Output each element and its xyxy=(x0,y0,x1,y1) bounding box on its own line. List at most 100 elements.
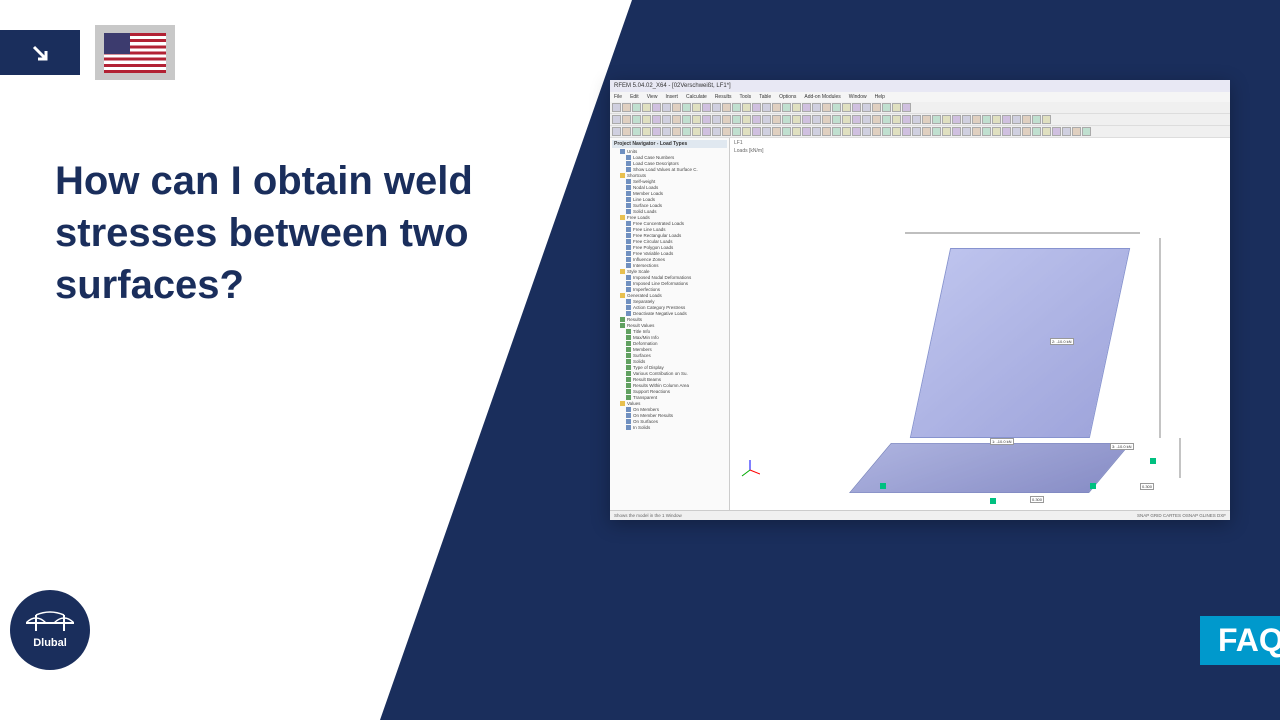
menu-item[interactable]: Insert xyxy=(665,94,678,100)
toolbar-button[interactable] xyxy=(662,127,671,136)
toolbar-button[interactable] xyxy=(712,115,721,124)
toolbar-button[interactable] xyxy=(872,103,881,112)
toolbar-button[interactable] xyxy=(962,115,971,124)
toolbar-button[interactable] xyxy=(982,127,991,136)
menu-item[interactable]: Add-on Modules xyxy=(804,94,840,100)
toolbar-button[interactable] xyxy=(962,127,971,136)
toolbar-button[interactable] xyxy=(822,103,831,112)
toolbar-button[interactable] xyxy=(732,127,741,136)
toolbar-button[interactable] xyxy=(952,127,961,136)
toolbar-button[interactable] xyxy=(1042,127,1051,136)
toolbar-button[interactable] xyxy=(1022,127,1031,136)
toolbar-button[interactable] xyxy=(792,103,801,112)
toolbar-button[interactable] xyxy=(792,115,801,124)
toolbar-button[interactable] xyxy=(652,127,661,136)
toolbar-button[interactable] xyxy=(612,103,621,112)
menu-item[interactable]: Tools xyxy=(740,94,752,100)
toolbar-button[interactable] xyxy=(762,127,771,136)
toolbar-button[interactable] xyxy=(632,115,641,124)
toolbar-button[interactable] xyxy=(932,115,941,124)
toolbar-button[interactable] xyxy=(942,127,951,136)
toolbar-button[interactable] xyxy=(722,127,731,136)
model-viewport[interactable]: LF1 Loads [kN/m] 2: -10.0 kN1: -10.0 kN3… xyxy=(730,138,1230,510)
toolbar-button[interactable] xyxy=(832,127,841,136)
menu-item[interactable]: File xyxy=(614,94,622,100)
toolbar-button[interactable] xyxy=(702,127,711,136)
toolbar-button[interactable] xyxy=(852,103,861,112)
toolbar-button[interactable] xyxy=(752,127,761,136)
toolbar-button[interactable] xyxy=(812,127,821,136)
toolbar-button[interactable] xyxy=(692,103,701,112)
toolbar-button[interactable] xyxy=(642,115,651,124)
toolbar-button[interactable] xyxy=(842,103,851,112)
toolbar-button[interactable] xyxy=(892,115,901,124)
toolbar-button[interactable] xyxy=(662,115,671,124)
toolbar-button[interactable] xyxy=(622,127,631,136)
toolbar-button[interactable] xyxy=(1062,127,1071,136)
menu-item[interactable]: Edit xyxy=(630,94,639,100)
toolbar-button[interactable] xyxy=(832,103,841,112)
toolbar-button[interactable] xyxy=(1042,115,1051,124)
toolbar-button[interactable] xyxy=(852,127,861,136)
toolbar-button[interactable] xyxy=(712,103,721,112)
toolbar-button[interactable] xyxy=(772,103,781,112)
toolbar-button[interactable] xyxy=(752,115,761,124)
toolbar-button[interactable] xyxy=(812,103,821,112)
toolbar-button[interactable] xyxy=(972,127,981,136)
toolbar-button[interactable] xyxy=(652,115,661,124)
toolbar-button[interactable] xyxy=(742,127,751,136)
toolbar-button[interactable] xyxy=(1002,127,1011,136)
toolbar-button[interactable] xyxy=(702,103,711,112)
toolbar-button[interactable] xyxy=(1072,127,1081,136)
toolbar-button[interactable] xyxy=(862,115,871,124)
toolbar-button[interactable] xyxy=(902,127,911,136)
menu-item[interactable]: Results xyxy=(715,94,732,100)
toolbar-button[interactable] xyxy=(972,115,981,124)
toolbar-button[interactable] xyxy=(852,115,861,124)
toolbar-button[interactable] xyxy=(922,115,931,124)
toolbar-button[interactable] xyxy=(712,127,721,136)
toolbar-button[interactable] xyxy=(842,115,851,124)
toolbar-button[interactable] xyxy=(782,127,791,136)
menu-item[interactable]: Window xyxy=(849,94,867,100)
toolbar-button[interactable] xyxy=(682,127,691,136)
toolbar-button[interactable] xyxy=(842,127,851,136)
toolbar-button[interactable] xyxy=(612,127,621,136)
toolbar-button[interactable] xyxy=(692,115,701,124)
menu-item[interactable]: Table xyxy=(759,94,771,100)
menu-item[interactable]: Help xyxy=(875,94,885,100)
toolbar-button[interactable] xyxy=(1032,115,1041,124)
toolbar-button[interactable] xyxy=(782,115,791,124)
toolbar-button[interactable] xyxy=(1002,115,1011,124)
toolbar-button[interactable] xyxy=(892,127,901,136)
toolbar-button[interactable] xyxy=(752,103,761,112)
menu-item[interactable]: View xyxy=(647,94,658,100)
toolbar-button[interactable] xyxy=(682,115,691,124)
toolbar-button[interactable] xyxy=(912,127,921,136)
toolbar-button[interactable] xyxy=(692,127,701,136)
toolbar-button[interactable] xyxy=(622,115,631,124)
toolbar-button[interactable] xyxy=(672,115,681,124)
toolbar-button[interactable] xyxy=(802,115,811,124)
navigator-panel[interactable]: Project Navigator - Load Types UnitsLoad… xyxy=(610,138,730,510)
toolbar-1[interactable] xyxy=(610,102,1230,114)
toolbar-button[interactable] xyxy=(932,127,941,136)
toolbar-button[interactable] xyxy=(742,103,751,112)
toolbar-button[interactable] xyxy=(632,103,641,112)
toolbar-button[interactable] xyxy=(702,115,711,124)
toolbar-button[interactable] xyxy=(1082,127,1091,136)
toolbar-button[interactable] xyxy=(1022,115,1031,124)
toolbar-button[interactable] xyxy=(882,103,891,112)
toolbar-button[interactable] xyxy=(952,115,961,124)
toolbar-button[interactable] xyxy=(822,127,831,136)
toolbar-button[interactable] xyxy=(722,103,731,112)
toolbar-button[interactable] xyxy=(662,103,671,112)
toolbar-button[interactable] xyxy=(902,115,911,124)
toolbar-button[interactable] xyxy=(722,115,731,124)
toolbar-button[interactable] xyxy=(882,127,891,136)
toolbar-button[interactable] xyxy=(902,103,911,112)
toolbar-button[interactable] xyxy=(632,127,641,136)
toolbar-button[interactable] xyxy=(892,103,901,112)
toolbar-button[interactable] xyxy=(862,103,871,112)
toolbar-button[interactable] xyxy=(802,103,811,112)
